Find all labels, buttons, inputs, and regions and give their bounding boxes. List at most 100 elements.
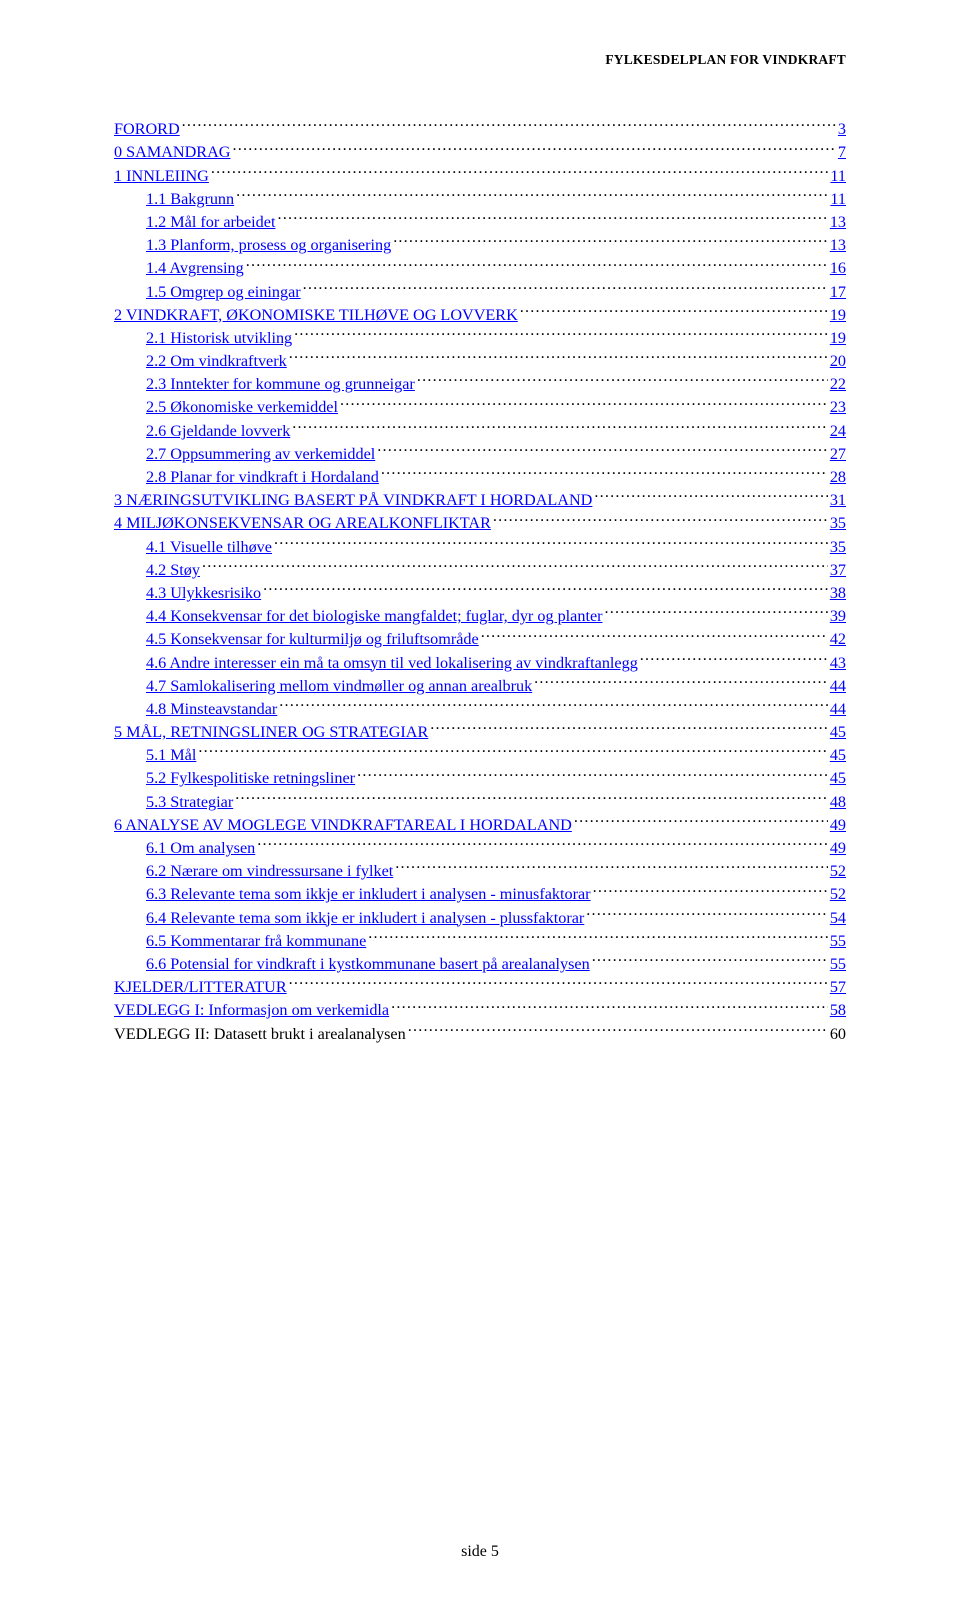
toc-entry-link[interactable]: 1 INNLEIING <box>114 167 209 185</box>
toc-entry-link[interactable]: 2.7 Oppsummering av verkemiddel <box>146 445 375 463</box>
toc-row: 2.3 Inntekter for kommune og grunneigar 2… <box>114 373 846 396</box>
toc-entry-label: FORORD <box>114 118 180 141</box>
toc-entry-link[interactable]: 6.6 Potensial for vindkraft i kystkommun… <box>146 955 590 973</box>
toc-leader-dots <box>520 304 828 320</box>
toc-row: 1.2 Mål for arbeidet 13 <box>114 211 846 234</box>
toc-page-number[interactable]: 28 <box>830 466 846 489</box>
toc-entry-link[interactable]: 1.4 Avgrensing <box>146 259 244 277</box>
toc-page-number[interactable]: 31 <box>830 489 846 512</box>
toc-page-number[interactable]: 20 <box>830 350 846 373</box>
toc-page-number[interactable]: 45 <box>830 744 846 767</box>
toc-page-number[interactable]: 24 <box>830 420 846 443</box>
toc-entry-link[interactable]: 0 SAMANDRAG <box>114 143 230 161</box>
toc-row: 1 INNLEIING 11 <box>114 164 846 187</box>
toc-entry-link[interactable]: 2 VINDKRAFT, ØKONOMISKE TILHØVE OG LOVVE… <box>114 306 518 324</box>
toc-row: 4.1 Visuelle tilhøve 35 <box>114 535 846 558</box>
toc-entry-link[interactable]: 5.3 Strategiar <box>146 793 233 811</box>
toc-leader-dots <box>377 443 828 459</box>
toc-entry-link[interactable]: FORORD <box>114 120 180 138</box>
toc-entry-link[interactable]: 6 ANALYSE AV MOGLEGE VINDKRAFTAREAL I HO… <box>114 816 572 834</box>
toc-page-number[interactable]: 49 <box>830 837 846 860</box>
toc-row: 2.1 Historisk utvikling 19 <box>114 327 846 350</box>
toc-entry-link[interactable]: 2.3 Inntekter for kommune og grunneigar <box>146 375 415 393</box>
toc-entry-link[interactable]: 6.2 Nærare om vindressursane i fylket <box>146 862 393 880</box>
toc-entry-label: 6.6 Potensial for vindkraft i kystkommun… <box>146 953 590 976</box>
toc-row: VEDLEGG II: Datasett brukt i arealanalys… <box>114 1022 846 1045</box>
toc-entry-link[interactable]: 2.5 Økonomiske verkemiddel <box>146 398 338 416</box>
toc-page-number[interactable]: 42 <box>830 628 846 651</box>
toc-entry-link[interactable]: 2.2 Om vindkraftverk <box>146 352 287 370</box>
toc-entry-link[interactable]: 4.1 Visuelle tilhøve <box>146 538 272 556</box>
toc-entry-link[interactable]: 4.6 Andre interesser ein må ta omsyn til… <box>146 654 638 672</box>
toc-entry-link[interactable]: 4 MILJØKONSEKVENSAR OG AREALKONFLIKTAR <box>114 514 491 532</box>
toc-entry-link[interactable]: 4.4 Konsekvensar for det biologiske mang… <box>146 607 603 625</box>
toc-page-number[interactable]: 16 <box>830 257 846 280</box>
toc-page-number[interactable]: 13 <box>830 234 846 257</box>
toc-page-number[interactable]: 38 <box>830 582 846 605</box>
toc-page-number[interactable]: 44 <box>830 698 846 721</box>
toc-page-number[interactable]: 48 <box>830 791 846 814</box>
toc-page-number[interactable]: 45 <box>830 767 846 790</box>
toc-leader-dots <box>391 999 828 1015</box>
toc-entry-link[interactable]: 4.7 Samlokalisering mellom vindmøller og… <box>146 677 532 695</box>
toc-entry-link[interactable]: 2.8 Planar for vindkraft i Hordaland <box>146 468 379 486</box>
toc-entry-link[interactable]: 6.1 Om analysen <box>146 839 255 857</box>
toc-page-number[interactable]: 39 <box>830 605 846 628</box>
toc-page-number[interactable]: 55 <box>830 930 846 953</box>
toc-page-number[interactable]: 44 <box>830 675 846 698</box>
toc-entry-link[interactable]: 5 MÅL, RETNINGSLINER OG STRATEGIAR <box>114 723 428 741</box>
toc-entry-label: VEDLEGG I: Informasjon om verkemidla <box>114 999 389 1022</box>
toc-page-number[interactable]: 17 <box>830 281 846 304</box>
toc-page-number[interactable]: 54 <box>830 907 846 930</box>
toc-row: KJELDER/LITTERATUR 57 <box>114 976 846 999</box>
toc-page-number[interactable]: 43 <box>830 652 846 675</box>
toc-page-number[interactable]: 3 <box>838 118 846 141</box>
toc-entry-link[interactable]: VEDLEGG I: Informasjon om verkemidla <box>114 1001 389 1019</box>
toc-page-number[interactable]: 52 <box>830 883 846 906</box>
toc-page-number[interactable]: 11 <box>830 165 846 188</box>
toc-entry-link[interactable]: 4.5 Konsekvensar for kulturmiljø og fril… <box>146 630 479 648</box>
toc-entry-link[interactable]: 4.3 Ulykkesrisiko <box>146 584 261 602</box>
toc-entry-link[interactable]: 1.2 Mål for arbeidet <box>146 213 275 231</box>
toc-page-number[interactable]: 11 <box>830 188 846 211</box>
toc-entry-link[interactable]: 6.5 Kommentarar frå kommunane <box>146 932 366 950</box>
toc-row: 0 SAMANDRAG 7 <box>114 141 846 164</box>
toc-page-number[interactable]: 55 <box>830 953 846 976</box>
toc-page-number[interactable]: 23 <box>830 396 846 419</box>
toc-page-number[interactable]: 22 <box>830 373 846 396</box>
toc-row: 1.5 Omgrep og einingar 17 <box>114 280 846 303</box>
toc-page-number[interactable]: 57 <box>830 976 846 999</box>
toc-page-number[interactable]: 37 <box>830 559 846 582</box>
toc-entry-link[interactable]: KJELDER/LITTERATUR <box>114 978 287 996</box>
toc-entry-link[interactable]: 5.2 Fylkespolitiske retningsliner <box>146 769 355 787</box>
toc-entry-link[interactable]: 3 NÆRINGSUTVIKLING BASERT PÅ VINDKRAFT I… <box>114 491 592 509</box>
toc-entry-link[interactable]: 4.8 Minsteavstandar <box>146 700 277 718</box>
toc-row: 3 NÆRINGSUTVIKLING BASERT PÅ VINDKRAFT I… <box>114 489 846 512</box>
toc-entry-label: 4.6 Andre interesser ein må ta omsyn til… <box>146 652 638 675</box>
toc-entry-label: 6.5 Kommentarar frå kommunane <box>146 930 366 953</box>
toc-page-number[interactable]: 58 <box>830 999 846 1022</box>
toc-page-number[interactable]: 52 <box>830 860 846 883</box>
toc-leader-dots <box>198 744 827 760</box>
toc-page-number[interactable]: 7 <box>838 141 846 164</box>
toc-page-number[interactable]: 19 <box>830 304 846 327</box>
toc-page-number[interactable]: 35 <box>830 536 846 559</box>
toc-entry-link[interactable]: 1.1 Bakgrunn <box>146 190 234 208</box>
toc-entry-link[interactable]: 5.1 Mål <box>146 746 196 764</box>
toc-entry-link[interactable]: 1.3 Planform, prosess og organisering <box>146 236 391 254</box>
toc-entry-label: 2.1 Historisk utvikling <box>146 327 292 350</box>
toc-page-number[interactable]: 27 <box>830 443 846 466</box>
toc-entry-link[interactable]: 2.1 Historisk utvikling <box>146 329 292 347</box>
toc-page-number[interactable]: 13 <box>830 211 846 234</box>
toc-entry-link[interactable]: 4.2 Støy <box>146 561 200 579</box>
toc-entry-link[interactable]: 6.4 Relevante tema som ikkje er inkluder… <box>146 909 584 927</box>
toc-entry-link[interactable]: 6.3 Relevante tema som ikkje er inkluder… <box>146 885 591 903</box>
toc-entry-link[interactable]: 1.5 Omgrep og einingar <box>146 283 301 301</box>
toc-page-number[interactable]: 19 <box>830 327 846 350</box>
toc-entry-label: 4.1 Visuelle tilhøve <box>146 536 272 559</box>
toc-page-number[interactable]: 49 <box>830 814 846 837</box>
toc-page-number[interactable]: 45 <box>830 721 846 744</box>
toc-page-number[interactable]: 35 <box>830 512 846 535</box>
toc-entry-link[interactable]: 2.6 Gjeldande lovverk <box>146 422 290 440</box>
toc-leader-dots <box>393 234 828 250</box>
